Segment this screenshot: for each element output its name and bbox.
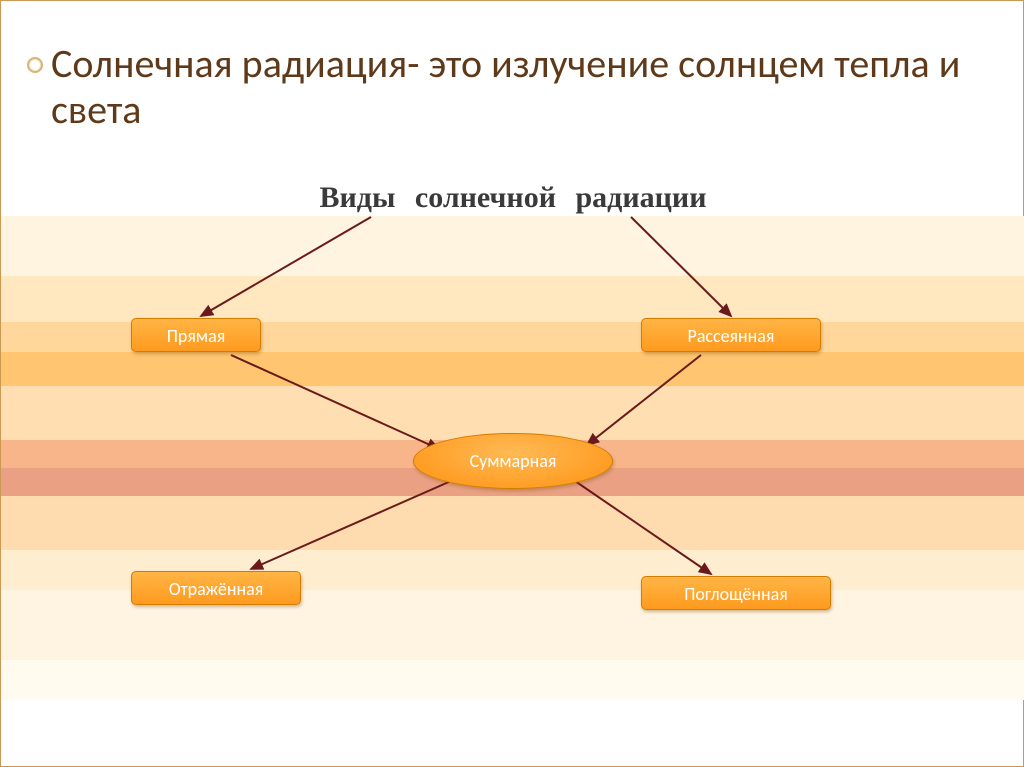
bg-band bbox=[1, 496, 1024, 550]
bg-band bbox=[1, 660, 1024, 700]
bg-band bbox=[1, 276, 1024, 322]
diagram-title: Виды солнечной радиации bbox=[1, 181, 1024, 215]
node-summarnaya: Суммарная bbox=[413, 433, 613, 489]
node-pryamaya: Прямая bbox=[131, 318, 261, 352]
bg-band bbox=[1, 216, 1024, 276]
node-rasseyannaya: Рассеянная bbox=[641, 318, 821, 352]
bg-band bbox=[1, 352, 1024, 386]
node-otrazhennaya: Отражённая bbox=[131, 571, 301, 605]
node-summarnaya-label: Суммарная bbox=[470, 450, 557, 472]
diagram: Виды солнечной радиации Прямая Рассеянна… bbox=[1, 181, 1024, 701]
node-pogloshchennaya: Поглощённая bbox=[641, 576, 831, 610]
title-accent-circle bbox=[27, 57, 43, 73]
slide-title: Солнечная радиация- это излучение солнце… bbox=[51, 41, 973, 133]
bg-band bbox=[1, 386, 1024, 440]
